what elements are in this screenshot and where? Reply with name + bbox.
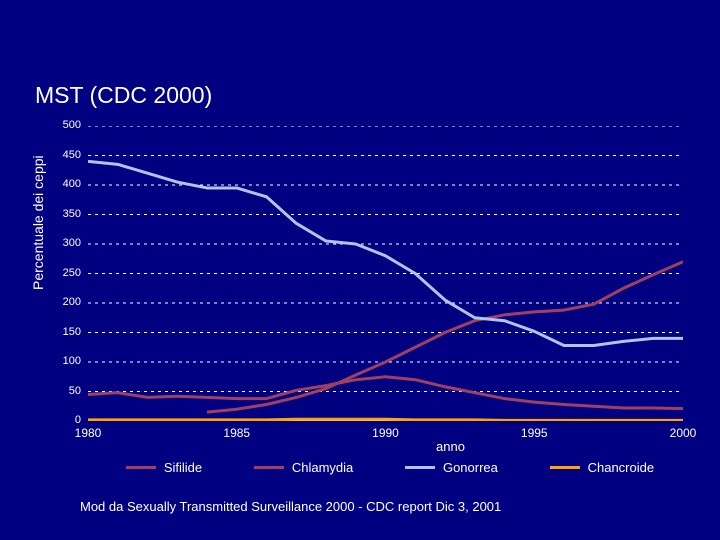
series-gonorrea [88, 161, 683, 345]
series-chancroide [88, 419, 683, 420]
x-axis-label: anno [436, 439, 465, 454]
ytick-label: 500 [41, 119, 81, 131]
ytick-label: 150 [41, 326, 81, 338]
legend: Sifilide Chlamydia Gonorrea Chancroide [100, 460, 680, 475]
legend-label: Chlamydia [292, 460, 353, 475]
chart-area: anno 05010015020025030035040045050019801… [88, 126, 683, 421]
xtick-label: 1995 [521, 426, 548, 440]
ytick-label: 100 [41, 355, 81, 367]
legend-label: Gonorrea [443, 460, 498, 475]
ytick-label: 400 [41, 178, 81, 190]
xtick-label: 1990 [372, 426, 399, 440]
line-chart [88, 126, 683, 421]
ytick-label: 350 [41, 208, 81, 220]
xtick-label: 1985 [223, 426, 250, 440]
legend-item: Sifilide [126, 460, 202, 475]
legend-swatch [254, 466, 284, 469]
legend-swatch [126, 466, 156, 469]
ytick-label: 0 [41, 414, 81, 426]
xtick-label: 1980 [75, 426, 102, 440]
legend-label: Chancroide [588, 460, 655, 475]
legend-swatch [550, 466, 580, 469]
ytick-label: 200 [41, 296, 81, 308]
legend-item: Gonorrea [405, 460, 498, 475]
series-chlamydia [207, 262, 683, 412]
slide: MST (CDC 2000) Percentuale dei ceppi ann… [0, 0, 720, 540]
series-sifilide [88, 377, 683, 409]
legend-item: Chancroide [550, 460, 655, 475]
ytick-label: 50 [41, 385, 81, 397]
legend-label: Sifilide [164, 460, 202, 475]
ytick-label: 300 [41, 237, 81, 249]
ytick-label: 450 [41, 149, 81, 161]
footnote: Mod da Sexually Transmitted Surveillance… [80, 499, 501, 514]
chart-title: MST (CDC 2000) [35, 82, 212, 109]
legend-item: Chlamydia [254, 460, 353, 475]
legend-swatch [405, 466, 435, 469]
ytick-label: 250 [41, 267, 81, 279]
xtick-label: 2000 [670, 426, 697, 440]
